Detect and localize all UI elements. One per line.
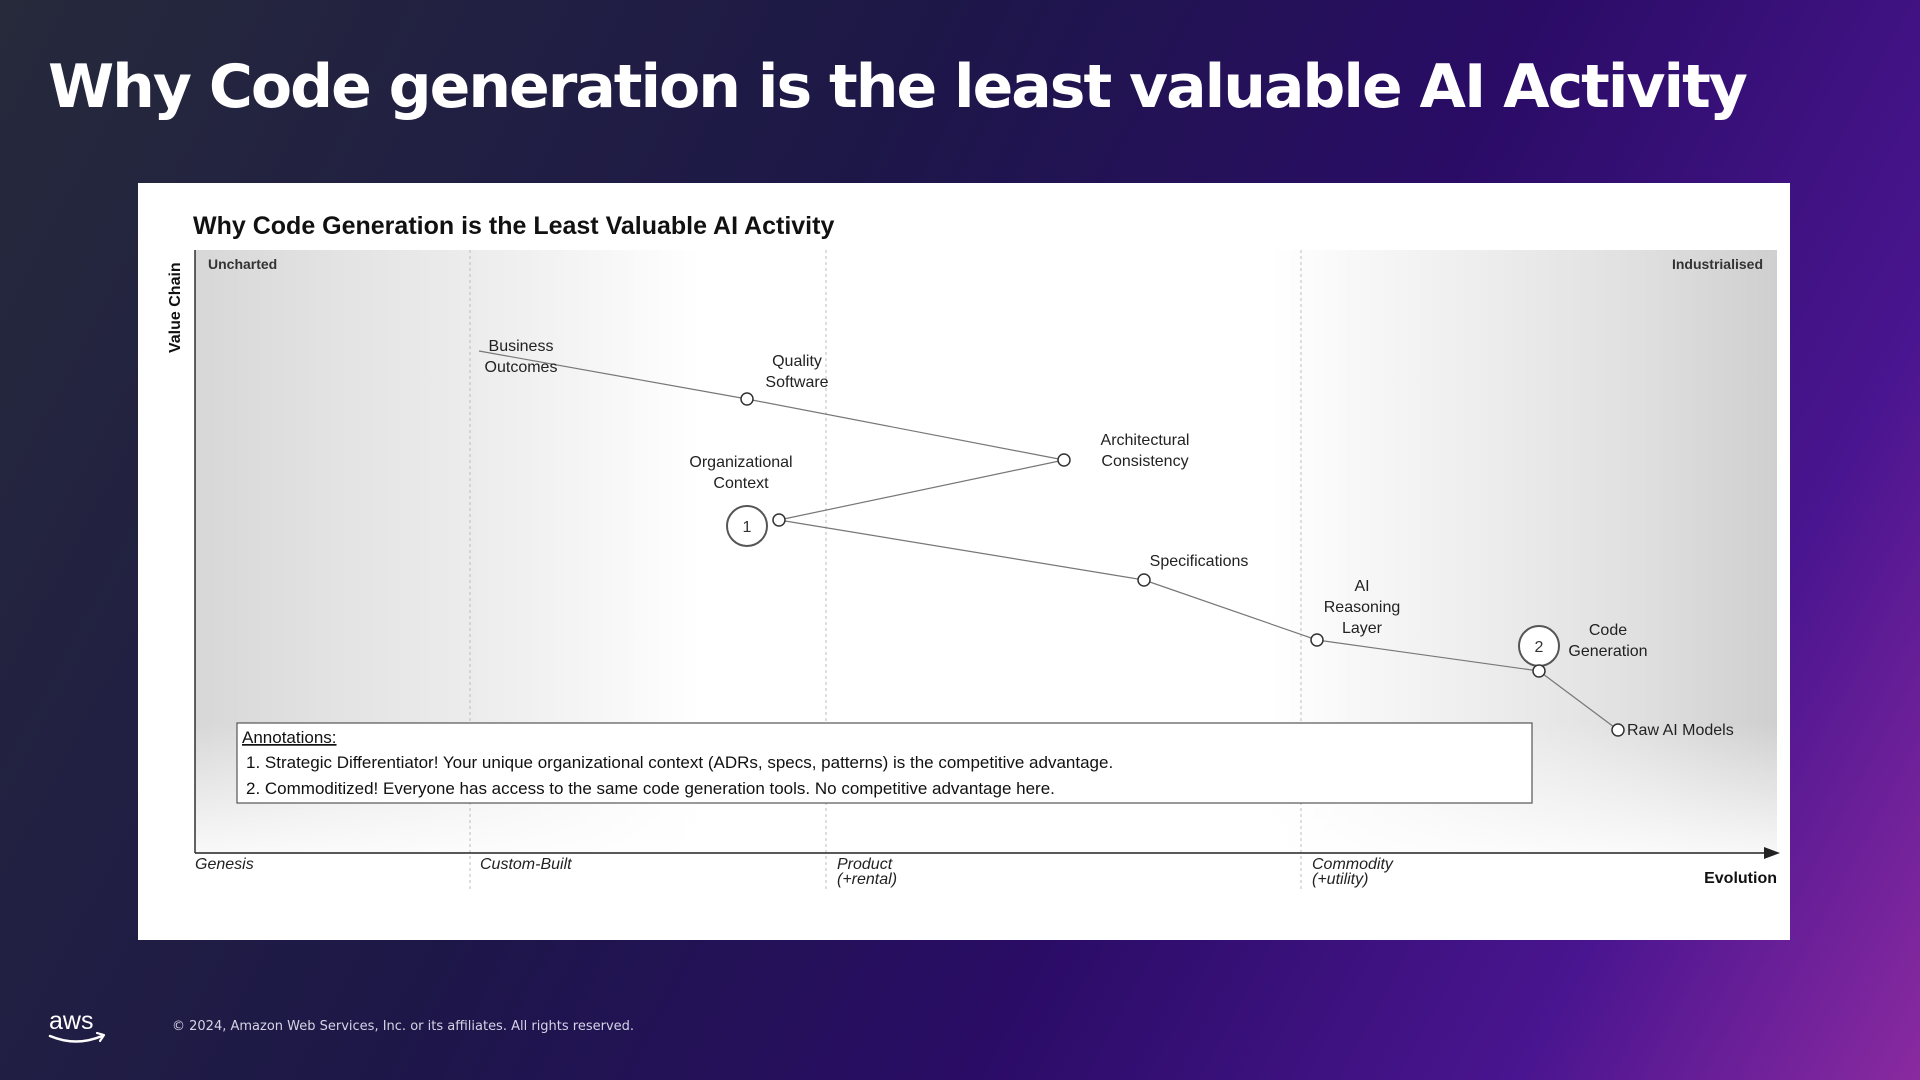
map-title: Why Code Generation is the Least Valuabl…	[193, 212, 834, 240]
link-organizational-specifications	[778, 519, 1145, 581]
dependency-links	[478, 350, 1619, 731]
corner-industrialised: Industrialised	[1672, 256, 1763, 272]
annotations-box	[236, 722, 1533, 804]
x-axis-label: Evolution	[1704, 870, 1777, 887]
link-specifications-reasoning	[1143, 579, 1318, 641]
aws-logo: aws	[48, 1008, 106, 1043]
marker-1-circle	[726, 505, 768, 547]
annotations-heading: Annotations:	[242, 728, 337, 747]
component-nodes	[740, 392, 1625, 737]
component-label-raw-ai-models: Raw AI Models	[1627, 722, 1734, 739]
component-label-ai-reasoning-layer: AI Reasoning Layer	[1324, 578, 1401, 637]
corner-uncharted: Uncharted	[208, 256, 277, 272]
component-label-quality-software: Quality Software	[765, 353, 828, 391]
node-architectural-consistency[interactable]	[1057, 453, 1071, 467]
wardley-map: Why Code Generation is the Least Valuabl…	[167, 212, 1780, 891]
component-label-architectural-consistency: Architectural Consistency	[1101, 432, 1190, 470]
component-label-business-outcomes: Business Outcomes	[485, 338, 558, 376]
aws-smile-arrow-icon	[95, 1031, 106, 1043]
node-quality-software[interactable]	[740, 392, 754, 406]
y-axis-label: Value Chain	[167, 262, 184, 353]
stage-label: Commodity (+utility)	[1312, 856, 1394, 888]
stage-label: Custom-Built	[480, 856, 572, 873]
node-code-generation[interactable]	[1532, 664, 1546, 678]
link-reasoning-codegen	[1316, 639, 1540, 672]
aws-logo-text: aws	[49, 1008, 93, 1035]
link-business-quality	[478, 350, 748, 400]
component-labels: Business Outcomes Quality Software Architect…	[485, 338, 1734, 739]
marker-2-label: 2	[1535, 639, 1544, 656]
marker-1-label: 1	[743, 519, 752, 536]
node-organizational-context[interactable]	[772, 513, 786, 527]
stage-label: Genesis	[195, 856, 254, 873]
node-specifications[interactable]	[1137, 573, 1151, 587]
link-architectural-organizational	[778, 459, 1065, 521]
link-codegen-rawmodels	[1538, 670, 1619, 731]
footer-copyright: © 2024, Amazon Web Services, Inc. or its…	[172, 1019, 635, 1034]
component-label-specifications: Specifications	[1150, 553, 1249, 570]
annotation-item-1: 1. Strategic Differentiator! Your unique…	[246, 753, 1113, 772]
component-label-organizational-context: Organizational Context	[689, 454, 792, 492]
node-ai-reasoning-layer[interactable]	[1310, 633, 1324, 647]
stage-label: Product (+rental)	[837, 856, 897, 888]
node-raw-ai-models[interactable]	[1611, 723, 1625, 737]
x-axis-arrowhead	[1764, 847, 1780, 859]
link-quality-architectural	[746, 398, 1065, 461]
component-label-code-generation: Code Generation	[1568, 622, 1647, 660]
aws-smile-icon	[48, 1034, 104, 1043]
wardley-map-panel: Why Code Generation is the Least Valuabl…	[138, 183, 1790, 940]
stage-labels: Genesis Custom-Built Product (+rental) Commo…	[195, 856, 1394, 888]
annotation-item-2: 2. Commoditized! Everyone has access to …	[246, 779, 1055, 798]
slide-title: Why Code generation is the least valuabl…	[48, 52, 1748, 122]
